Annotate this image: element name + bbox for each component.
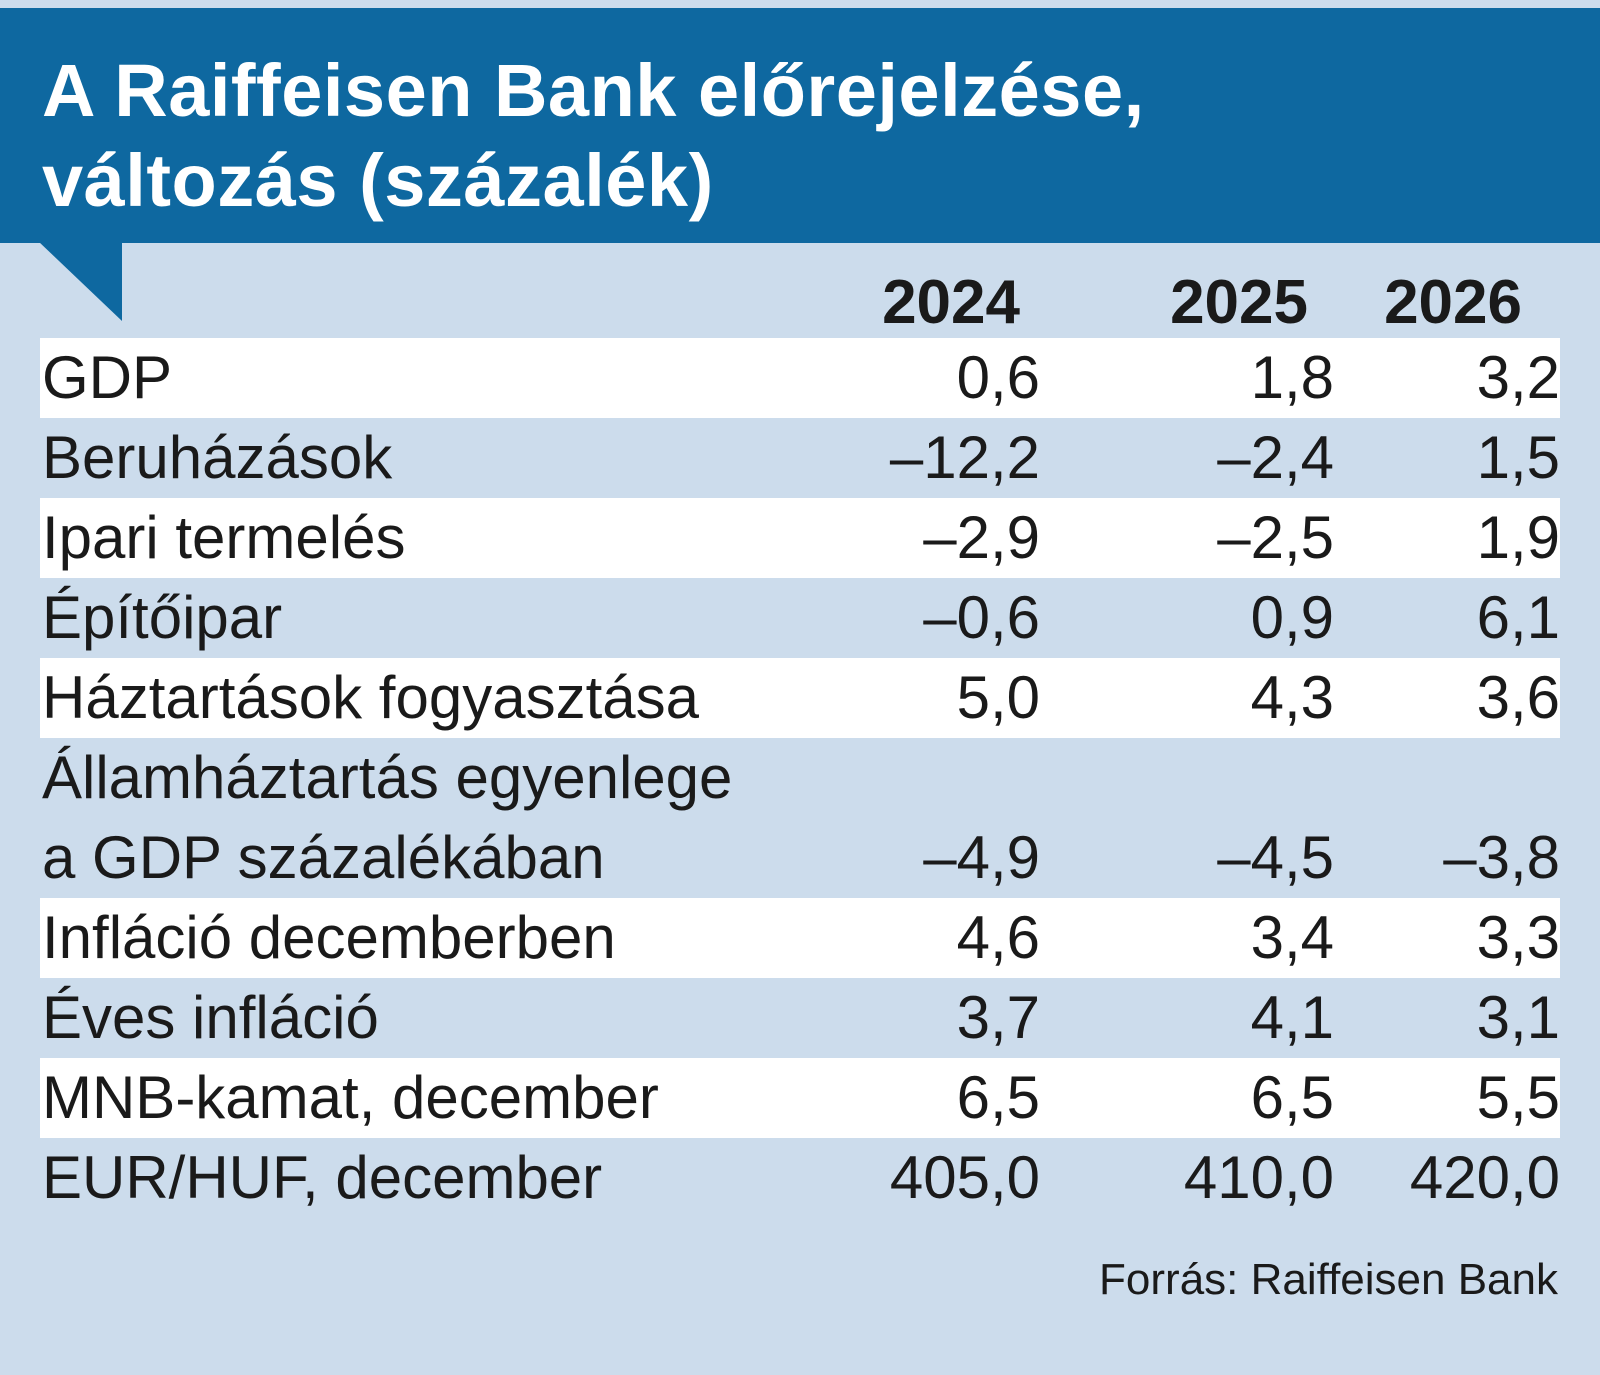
row-label: GDP	[42, 338, 172, 418]
cell-value-2026: 3,1	[1476, 984, 1560, 1051]
title-banner: A Raiffeisen Bank előrejelzése, változás…	[0, 8, 1600, 243]
column-header-2025: 2025	[1170, 268, 1308, 337]
cell-value-2025: 4,1	[1250, 984, 1334, 1051]
table-row: Államháztartás egyenlege a GDP százalékáb…	[40, 738, 1560, 898]
cell-value-2024: –2,9	[923, 504, 1040, 571]
cell-value-2024: –12,2	[889, 424, 1040, 491]
cell-value-2024: –0,6	[923, 584, 1040, 651]
cell-value-2026: 3,2	[1476, 344, 1560, 411]
cell-value-2026: 5,5	[1476, 1064, 1560, 1131]
table-row: Ipari termelés –2,9 –2,5 1,9	[40, 498, 1560, 578]
cell-value-2024: 6,5	[956, 1064, 1040, 1131]
row-label-line: Háztartások fogyasztása	[42, 664, 699, 731]
column-header-2026: 2026	[1384, 268, 1522, 337]
row-label-line: Ipari termelés	[42, 504, 406, 571]
cell-value-2025: 4,3	[1250, 664, 1334, 731]
row-label: Háztartások fogyasztása	[42, 658, 699, 738]
cell-value-2025: 410,0	[1183, 1144, 1334, 1211]
row-label-line: Infláció decemberben	[42, 904, 616, 971]
row-label: Építőipar	[42, 578, 282, 658]
title-line-2: változás (százalék)	[42, 139, 714, 222]
row-label-line: Éves infláció	[42, 984, 379, 1051]
row-label-line: Építőipar	[42, 584, 283, 651]
row-label-line: EUR/HUF, december	[42, 1144, 603, 1211]
cell-value-2024: 0,6	[956, 344, 1040, 411]
cell-value-2025: –2,5	[1217, 504, 1334, 571]
banner-pointer	[38, 241, 122, 321]
cell-value-2025: 3,4	[1250, 904, 1334, 971]
cell-value-2024: 5,0	[956, 664, 1040, 731]
row-label: Infláció decemberben	[42, 898, 616, 978]
cell-value-2024: 405,0	[889, 1144, 1040, 1211]
row-label: Ipari termelés	[42, 498, 405, 578]
row-label: Éves infláció	[42, 978, 379, 1058]
table-row: EUR/HUF, december 405,0 410,0 420,0	[40, 1138, 1560, 1218]
table-row: Építőipar –0,6 0,9 6,1	[40, 578, 1560, 658]
cell-value-2026: 1,9	[1476, 504, 1560, 571]
row-label: MNB-kamat, december	[42, 1058, 659, 1138]
column-header-2024: 2024	[882, 268, 1020, 337]
row-label: Államháztartás egyenlege a GDP százalékáb…	[42, 738, 732, 898]
row-label-line: a GDP százalékában	[42, 824, 605, 891]
cell-value-2024: –4,9	[923, 824, 1040, 891]
row-label-line: Államháztartás egyenlege	[42, 744, 733, 811]
cell-value-2025: 0,9	[1250, 584, 1334, 651]
table-row: Beruházások –12,2 –2,4 1,5	[40, 418, 1560, 498]
cell-value-2025: –4,5	[1217, 824, 1334, 891]
cell-value-2026: –3,8	[1443, 824, 1560, 891]
cell-value-2024: 3,7	[956, 984, 1040, 1051]
table-row: Infláció decemberben 4,6 3,4 3,3	[40, 898, 1560, 978]
table-row: Éves infláció 3,7 4,1 3,1	[40, 978, 1560, 1058]
cell-value-2024: 4,6	[956, 904, 1040, 971]
cell-value-2026: 3,3	[1476, 904, 1560, 971]
cell-value-2025: 1,8	[1250, 344, 1334, 411]
row-label: EUR/HUF, december	[42, 1138, 602, 1218]
table-row: MNB-kamat, december 6,5 6,5 5,5	[40, 1058, 1560, 1138]
table-row: Háztartások fogyasztása 5,0 4,3 3,6	[40, 658, 1560, 738]
cell-value-2026: 3,6	[1476, 664, 1560, 731]
row-label-line: Beruházások	[42, 424, 393, 491]
row-label: Beruházások	[42, 418, 392, 498]
title-line-1: A Raiffeisen Bank előrejelzése,	[42, 49, 1145, 132]
cell-value-2026: 6,1	[1476, 584, 1560, 651]
source-note: Forrás: Raiffeisen Bank	[1099, 1255, 1558, 1304]
cell-value-2025: –2,4	[1217, 424, 1334, 491]
row-label-line: MNB-kamat, december	[42, 1064, 659, 1131]
cell-value-2026: 420,0	[1409, 1144, 1560, 1211]
table-row: GDP 0,6 1,8 3,2	[40, 338, 1560, 418]
chart-title: A Raiffeisen Bank előrejelzése, változás…	[42, 46, 1145, 226]
row-label-line: GDP	[42, 344, 173, 411]
cell-value-2026: 1,5	[1476, 424, 1560, 491]
cell-value-2025: 6,5	[1250, 1064, 1334, 1131]
